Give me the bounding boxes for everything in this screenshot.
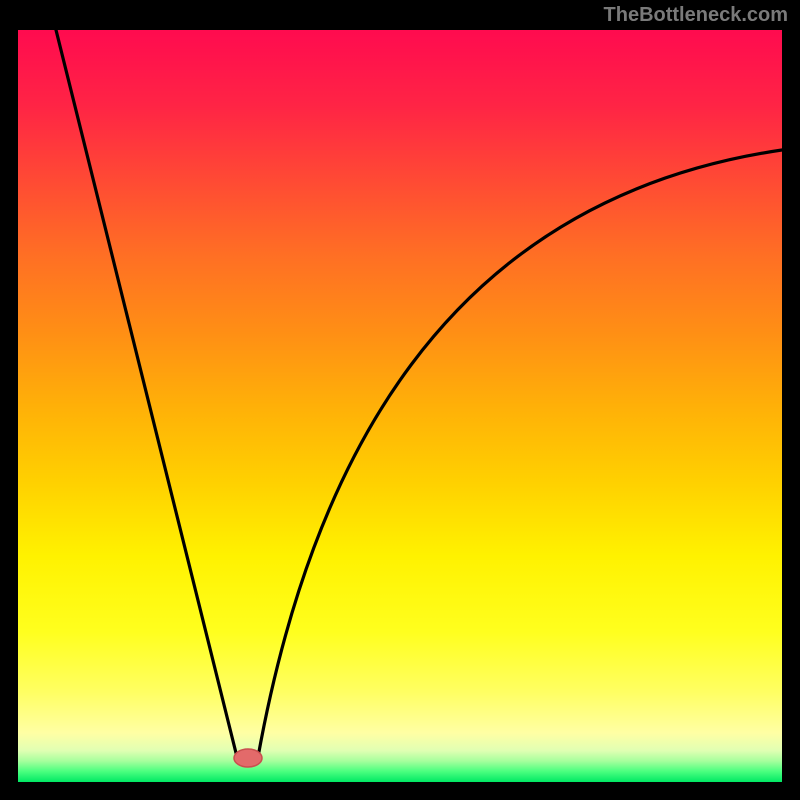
chart-background [18, 30, 782, 782]
minimum-marker [234, 749, 262, 767]
chart-svg [0, 0, 800, 800]
watermark-text: TheBottleneck.com [604, 4, 788, 27]
chart-container: TheBottleneck.com [0, 0, 800, 800]
